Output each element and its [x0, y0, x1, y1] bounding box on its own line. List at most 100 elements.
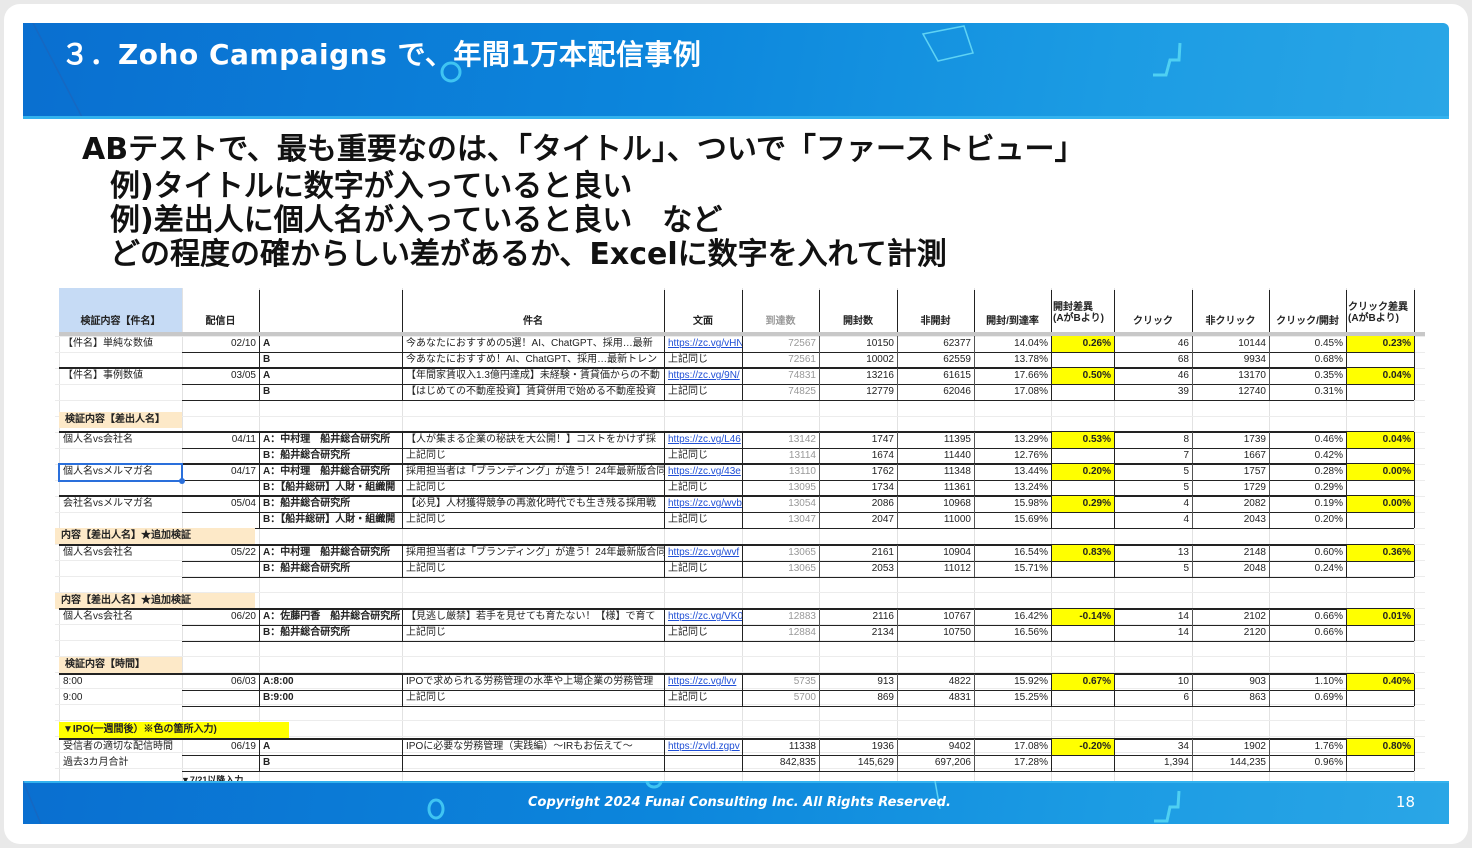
click-per-open-cell[interactable]: 0.24%	[1314, 563, 1343, 574]
variant-cell[interactable]: A	[263, 741, 271, 752]
opened-cell[interactable]: 2047	[871, 514, 894, 525]
click-per-open-cell[interactable]: 0.68%	[1314, 354, 1343, 365]
ab-test-spreadsheet[interactable]: 検証内容【件名】 配信日 件名 文面 到達数 開封数 非開封 開封/到達率 開封差異 (AがBよ…	[55, 288, 1425, 784]
delivered-cell[interactable]: 72567	[788, 338, 816, 349]
click-cell[interactable]: 6	[1183, 692, 1189, 703]
click-per-open-cell[interactable]: 1.10%	[1314, 676, 1343, 687]
click-cell[interactable]: 34	[1177, 741, 1189, 752]
opened-cell[interactable]: 1762	[871, 466, 894, 477]
non-click-cell[interactable]: 1729	[1243, 482, 1266, 493]
subject-cell[interactable]: 採用担当者は「ブランディング」が違う！24年最新版合同	[406, 466, 664, 477]
unopened-cell[interactable]: 10904	[943, 547, 971, 558]
body-cell[interactable]: 上記同じ	[668, 482, 708, 493]
unopened-cell[interactable]: 62377	[943, 338, 971, 349]
variant-cell[interactable]: A：中村理 船井総合研究所	[263, 434, 391, 445]
variant-cell[interactable]: A：中村理 船井総合研究所	[263, 547, 391, 558]
column-header-test-content[interactable]: 検証内容【件名】	[80, 316, 161, 327]
opened-cell[interactable]: 1936	[871, 741, 894, 752]
open-diff-highlight[interactable]: 0.20%	[1051, 464, 1114, 480]
click-cell[interactable]: 8	[1183, 434, 1189, 445]
test-name-cell[interactable]: 個人名vsメルマガ名	[63, 466, 153, 477]
unopened-cell[interactable]: 10750	[943, 627, 971, 638]
delivered-cell[interactable]: 13142	[788, 434, 816, 445]
subject-cell[interactable]: IPOで求められる労務管理の水準や上場企業の労務管理	[406, 676, 654, 687]
delivered-cell[interactable]: 13065	[788, 563, 816, 574]
open-diff-highlight[interactable]: 0.29%	[1051, 496, 1114, 512]
body-link[interactable]: https://zc.vg/VK0	[668, 611, 742, 622]
open-rate-cell[interactable]: 13.29%	[1014, 434, 1048, 445]
subject-cell[interactable]: 上記同じ	[406, 627, 446, 638]
opened-cell[interactable]: 2161	[871, 547, 894, 558]
open-rate-cell[interactable]: 16.56%	[1014, 627, 1048, 638]
column-header-click-per-open[interactable]: クリック/開封	[1276, 316, 1339, 327]
opened-cell[interactable]: 1674	[871, 450, 894, 461]
open-rate-cell[interactable]: 12.76%	[1014, 450, 1048, 461]
delivered-cell[interactable]: 74825	[788, 386, 816, 397]
subject-cell[interactable]: 今あなたにおすすめの5選！AI、ChatGPT、採用…最新	[406, 338, 653, 349]
delivered-cell[interactable]: 72561	[788, 354, 816, 365]
non-click-cell[interactable]: 13170	[1238, 370, 1266, 381]
click-diff-highlight[interactable]: 0.00%	[1346, 496, 1414, 512]
open-rate-cell[interactable]: 16.42%	[1014, 611, 1048, 622]
non-click-cell[interactable]: 2048	[1243, 563, 1266, 574]
variant-cell[interactable]: B：船井総合研究所	[263, 498, 351, 509]
opened-cell[interactable]: 145,629	[857, 757, 894, 768]
body-cell[interactable]: 上記同じ	[668, 386, 708, 397]
click-cell[interactable]: 5	[1183, 466, 1189, 477]
delivered-cell[interactable]: 5735	[793, 676, 816, 687]
non-click-cell[interactable]: 1739	[1243, 434, 1266, 445]
unopened-cell[interactable]: 10968	[943, 498, 971, 509]
click-per-open-cell[interactable]: 0.28%	[1314, 466, 1343, 477]
unopened-cell[interactable]: 11440	[943, 450, 971, 461]
click-cell[interactable]: 46	[1177, 370, 1189, 381]
click-diff-highlight[interactable]: 0.01%	[1346, 609, 1414, 625]
subject-cell[interactable]: 今あなたにおすすめ！AI、ChatGPT、採用…最新トレン	[406, 354, 658, 365]
open-rate-cell[interactable]: 13.44%	[1014, 466, 1048, 477]
column-header-open-rate[interactable]: 開封/到達率	[986, 316, 1039, 327]
open-rate-cell[interactable]: 14.04%	[1014, 338, 1048, 349]
open-rate-cell[interactable]: 15.98%	[1014, 498, 1048, 509]
delivered-cell[interactable]: 11338	[788, 741, 816, 752]
non-click-cell[interactable]: 2082	[1243, 498, 1266, 509]
send-date-cell[interactable]: 06/19	[230, 741, 256, 752]
delivered-cell[interactable]: 13095	[788, 482, 816, 493]
click-per-open-cell[interactable]: 0.96%	[1314, 757, 1343, 768]
body-link[interactable]: https://zc.vg/9N/	[668, 370, 740, 381]
click-cell[interactable]: 39	[1177, 386, 1189, 397]
click-per-open-cell[interactable]: 0.31%	[1314, 386, 1343, 397]
click-diff-highlight[interactable]: 0.00%	[1346, 464, 1414, 480]
open-diff-highlight[interactable]: 0.67%	[1051, 674, 1114, 690]
open-diff-highlight[interactable]: -0.20%	[1051, 739, 1114, 755]
test-name-cell[interactable]: 【件名】事例数値	[63, 370, 143, 381]
test-name-cell[interactable]: 過去3カ月合計	[63, 757, 129, 768]
click-cell[interactable]: 14	[1177, 627, 1189, 638]
opened-cell[interactable]: 2086	[871, 498, 894, 509]
click-diff-highlight[interactable]: 0.36%	[1346, 545, 1414, 561]
subject-cell[interactable]: 【見逃し厳禁】若手を見せても育たない！【様】で育て	[406, 611, 656, 622]
opened-cell[interactable]: 913	[877, 676, 894, 687]
subject-cell[interactable]: 上記同じ	[406, 482, 446, 493]
click-per-open-cell[interactable]: 0.60%	[1314, 547, 1343, 558]
unopened-cell[interactable]: 697,206	[934, 757, 971, 768]
click-per-open-cell[interactable]: 0.69%	[1314, 692, 1343, 703]
variant-cell[interactable]: A	[263, 370, 271, 381]
subject-cell[interactable]: 【人が集まる企業の秘訣を大公開！】コストをかけず採	[406, 434, 656, 445]
click-per-open-cell[interactable]: 0.29%	[1314, 482, 1343, 493]
click-per-open-cell[interactable]: 0.66%	[1314, 627, 1343, 638]
opened-cell[interactable]: 869	[877, 692, 894, 703]
click-diff-highlight[interactable]: 0.40%	[1346, 674, 1414, 690]
column-header-non-click[interactable]: 非クリック	[1205, 316, 1256, 327]
test-name-cell[interactable]: 受信者の適切な配信時間	[63, 741, 173, 752]
non-click-cell[interactable]: 1902	[1243, 741, 1266, 752]
open-rate-cell[interactable]: 15.69%	[1014, 514, 1048, 525]
variant-cell[interactable]: B:9:00	[263, 692, 294, 703]
delivered-cell[interactable]: 842,835	[779, 757, 816, 768]
open-diff-highlight[interactable]: -0.14%	[1051, 609, 1114, 625]
click-diff-highlight[interactable]: 0.04%	[1346, 368, 1414, 384]
variant-cell[interactable]: A:8:00	[263, 676, 294, 687]
unopened-cell[interactable]: 4831	[948, 692, 971, 703]
fill-handle[interactable]	[179, 478, 185, 484]
open-diff-highlight[interactable]: 0.83%	[1051, 545, 1114, 561]
unopened-cell[interactable]: 61615	[943, 370, 971, 381]
opened-cell[interactable]: 1734	[871, 482, 894, 493]
